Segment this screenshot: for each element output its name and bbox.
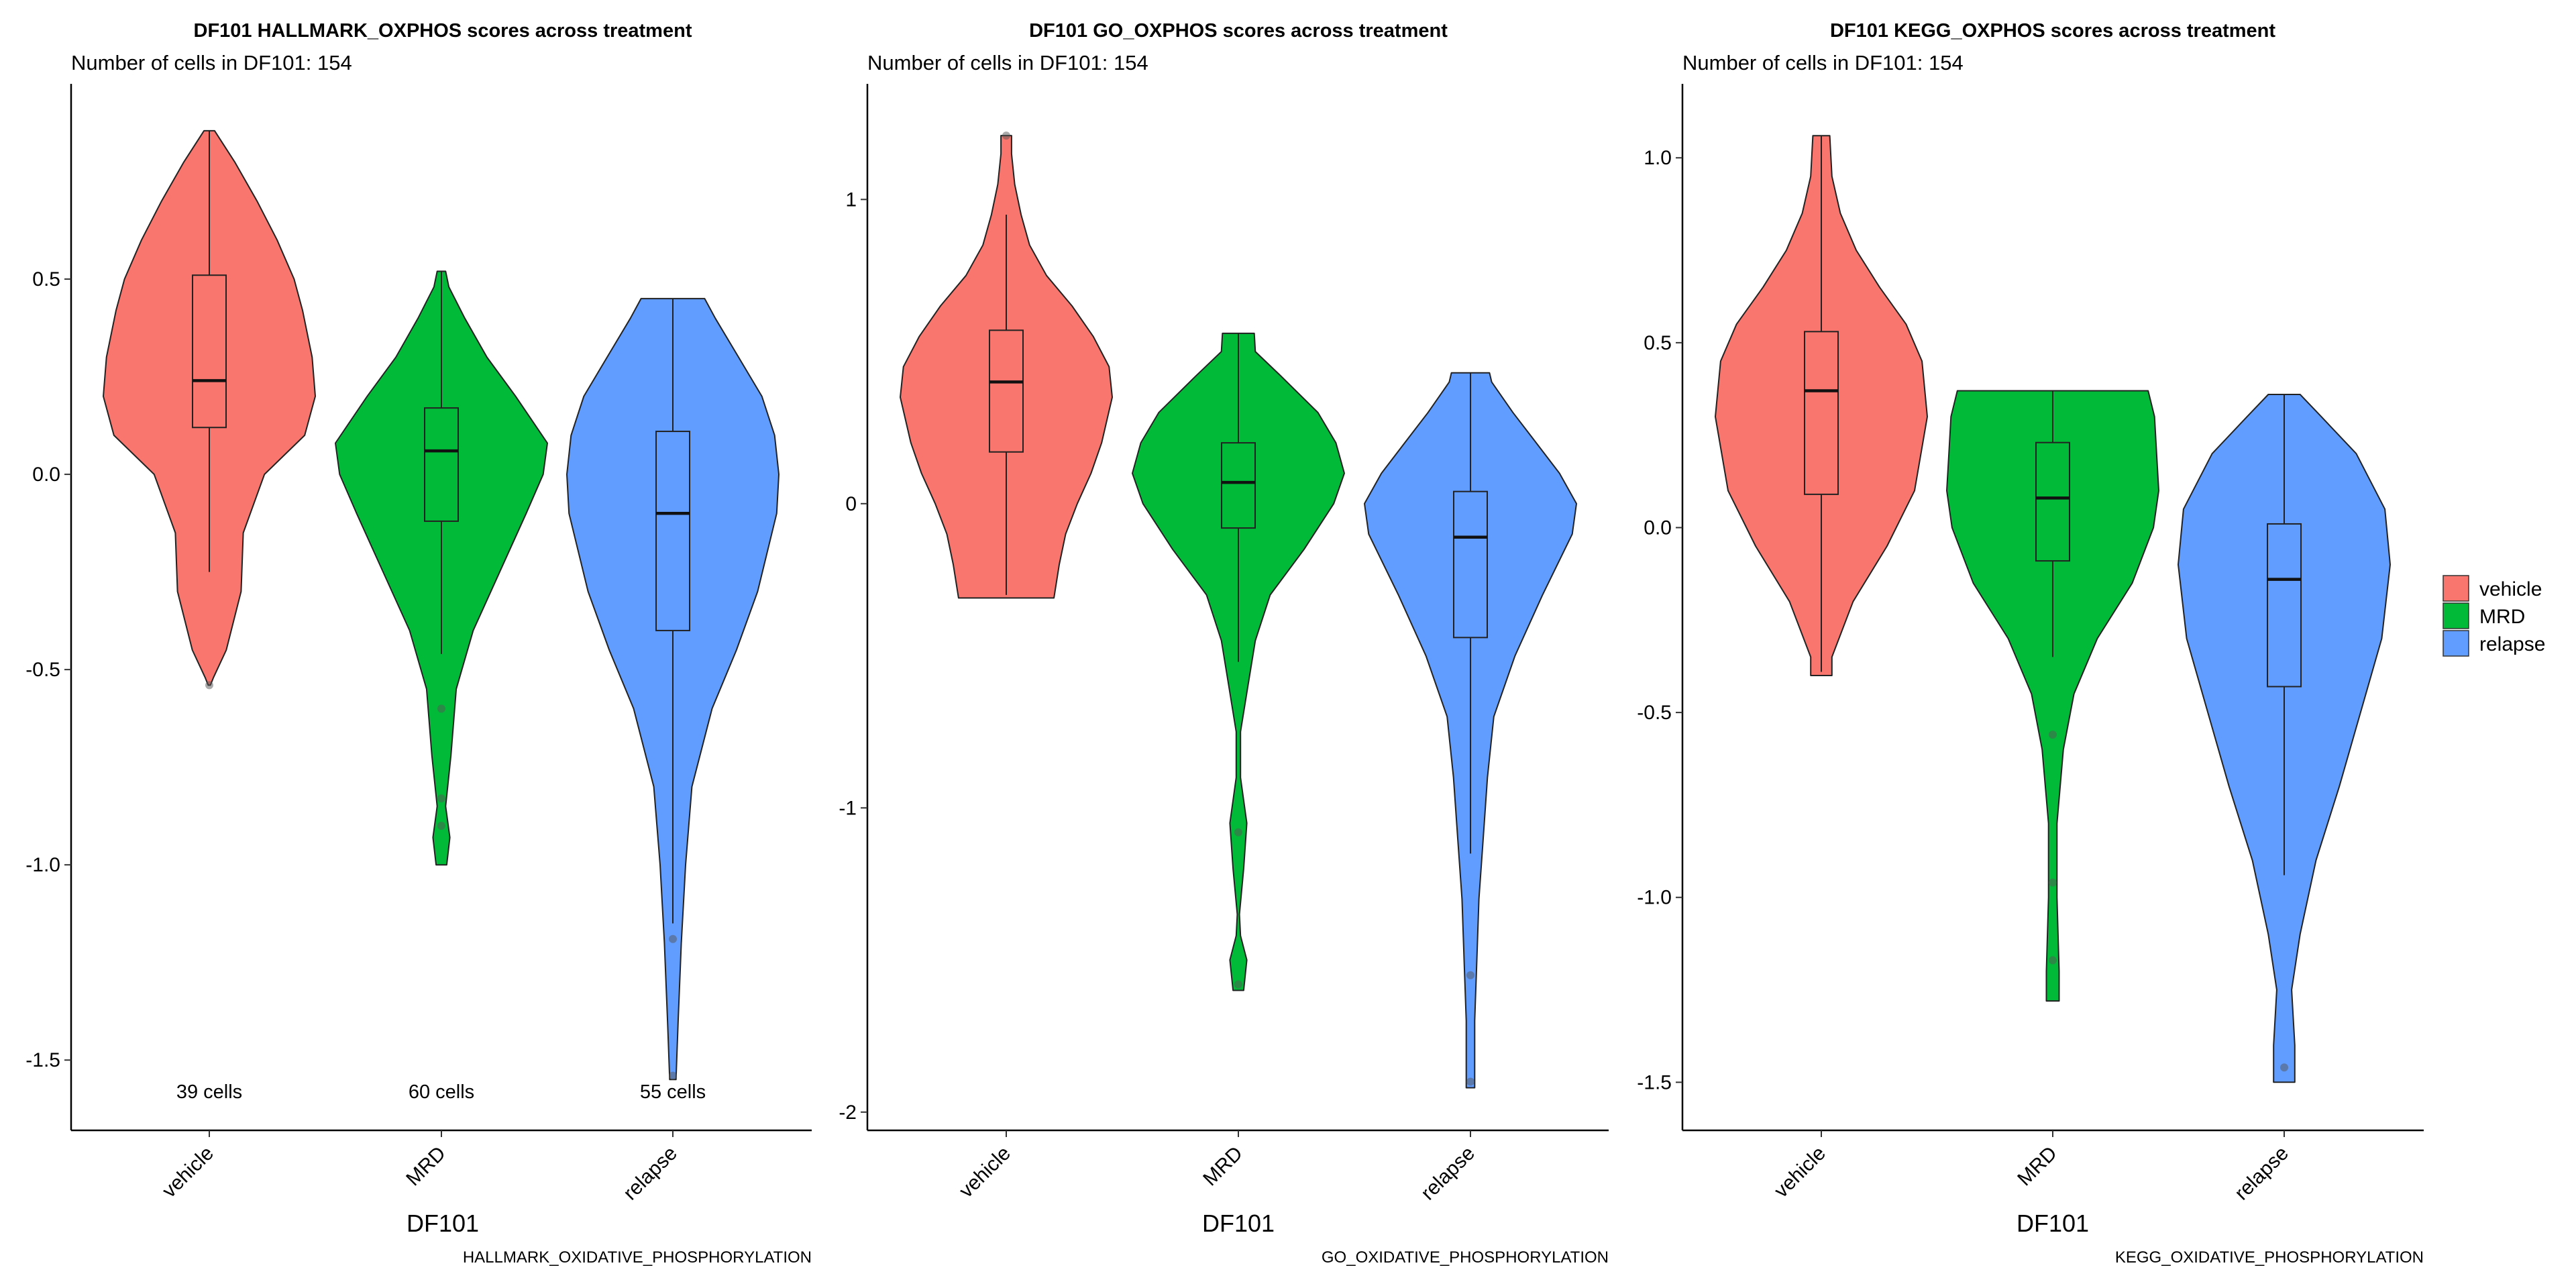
- violin-group-mrd: MRD: [1946, 390, 2159, 1191]
- legend-item-mrd: MRD: [2443, 602, 2525, 629]
- violin-group-vehicle: vehicle: [1715, 135, 1928, 1202]
- outlier-point: [1234, 980, 1242, 989]
- panel-title: DF101 KEGG_OXPHOS scores across treatmen…: [1830, 20, 2275, 42]
- violin-mrd: [1132, 332, 1345, 991]
- y-tick-label: 0.5: [32, 268, 60, 290]
- y-tick-label: 1: [845, 189, 857, 211]
- outlier-point: [2049, 878, 2057, 887]
- outlier-point: [2049, 731, 2057, 739]
- plot-area: -2 -1 0 1 vehicle MRD relapse: [839, 84, 1609, 1205]
- outlier-point: [669, 1071, 677, 1080]
- y-tick-label: -1: [839, 797, 857, 819]
- x-tick-label: vehicle: [955, 1142, 1015, 1202]
- x-tick-label: relapse: [619, 1142, 682, 1205]
- x-axis-title: DF101: [1202, 1210, 1275, 1237]
- violin-group-relapse: relapse 55 cells: [566, 298, 780, 1205]
- panel-hallmark: DF101 HALLMARK_OXPHOS scores across trea…: [25, 20, 812, 1267]
- cell-count-label: 39 cells: [176, 1081, 242, 1103]
- violin-group-vehicle: vehicle: [900, 131, 1113, 1202]
- violin-group-relapse: relapse: [2178, 394, 2391, 1205]
- x-axis-title: DF101: [407, 1210, 479, 1237]
- y-tick-label: -1.0: [1637, 887, 1672, 909]
- legend-key-mrd: [2443, 602, 2469, 629]
- x-axis-title: DF101: [2017, 1210, 2089, 1237]
- iqr-box: [655, 431, 690, 631]
- x-tick-label: MRD: [402, 1142, 450, 1191]
- panel-subtitle: Number of cells in DF101: 154: [1682, 51, 1964, 74]
- outlier-point: [437, 794, 445, 803]
- y-tick-label: 0: [845, 493, 857, 515]
- outlier-point: [437, 821, 445, 830]
- panel-go: DF101 GO_OXPHOS scores across treatment …: [839, 20, 1609, 1267]
- violin-group-mrd: MRD: [1132, 332, 1345, 1191]
- y-tick-label: 0.0: [32, 464, 60, 486]
- y-tick-label: -2: [839, 1102, 857, 1124]
- iqr-box: [1453, 490, 1488, 639]
- cell-count-label: 55 cells: [640, 1081, 706, 1103]
- panel-caption: KEGG_OXIDATIVE_PHOSPHORYLATION: [2115, 1248, 2424, 1267]
- panel-caption: GO_OXIDATIVE_PHOSPHORYLATION: [1322, 1248, 1609, 1267]
- x-tick-label: MRD: [2013, 1142, 2061, 1191]
- x-tick-label: vehicle: [158, 1142, 218, 1202]
- panel-title: DF101 GO_OXPHOS scores across treatment: [1029, 20, 1448, 42]
- legend-label-mrd: MRD: [2479, 606, 2525, 628]
- iqr-box: [424, 407, 459, 522]
- x-tick-label: relapse: [2231, 1142, 2293, 1205]
- y-tick-label: -0.5: [1637, 702, 1672, 724]
- violin-group-relapse: relapse: [1364, 372, 1577, 1205]
- iqr-box: [2035, 441, 2070, 562]
- legend-key-vehicle: [2443, 575, 2469, 602]
- x-tick-label: MRD: [1199, 1142, 1247, 1191]
- y-tick-label: -1.5: [25, 1049, 60, 1071]
- legend: vehicle MRD relapse: [2443, 575, 2545, 657]
- y-tick-label: 0.5: [1644, 332, 1672, 354]
- outlier-point: [2280, 1063, 2288, 1072]
- outlier-point: [1002, 131, 1010, 140]
- legend-label-relapse: relapse: [2479, 633, 2545, 655]
- violin-mrd: [1946, 390, 2159, 1002]
- iqr-box: [2267, 523, 2302, 688]
- plot-area: -1.5 -1.0 -0.5 0.0 0.5 vehicle 39 cells MRD 60 c…: [25, 84, 812, 1205]
- outlier-point: [2049, 956, 2057, 965]
- outlier-point: [1466, 1077, 1474, 1086]
- outlier-point: [1234, 828, 1242, 837]
- iqr-box: [192, 274, 227, 429]
- y-tick-label: -0.5: [25, 659, 60, 681]
- panel-subtitle: Number of cells in DF101: 154: [867, 51, 1148, 74]
- outlier-point: [669, 934, 677, 943]
- violin-group-mrd: MRD 60 cells: [335, 270, 548, 1191]
- panel-subtitle: Number of cells in DF101: 154: [71, 51, 352, 74]
- x-tick-label: vehicle: [1770, 1142, 1830, 1202]
- outlier-point: [1466, 971, 1474, 979]
- panel-caption: HALLMARK_OXIDATIVE_PHOSPHORYLATION: [463, 1248, 812, 1267]
- y-tick-label: -1.0: [25, 854, 60, 876]
- panel-kegg: DF101 KEGG_OXPHOS scores across treatmen…: [1637, 20, 2424, 1267]
- outlier-point: [437, 704, 445, 713]
- y-tick-label: 1.0: [1644, 147, 1672, 169]
- legend-label-vehicle: vehicle: [2479, 578, 2542, 600]
- iqr-box: [989, 329, 1024, 453]
- x-tick-label: relapse: [1417, 1142, 1479, 1205]
- plot-area: -1.5 -1.0 -0.5 0.0 0.5 1.0 vehicle MRD relapse: [1637, 84, 2424, 1205]
- outlier-point: [205, 681, 213, 690]
- panel-title: DF101 HALLMARK_OXPHOS scores across trea…: [194, 20, 692, 42]
- legend-key-relapse: [2443, 630, 2469, 657]
- legend-item-vehicle: vehicle: [2443, 575, 2542, 602]
- y-tick-label: -1.5: [1637, 1071, 1672, 1093]
- y-tick-label: 0.0: [1644, 517, 1672, 539]
- cell-count-label: 60 cells: [409, 1081, 474, 1103]
- iqr-box: [1804, 331, 1839, 495]
- iqr-box: [1221, 442, 1256, 529]
- legend-item-relapse: relapse: [2443, 630, 2545, 657]
- violin-group-vehicle: vehicle 39 cells: [103, 129, 316, 1202]
